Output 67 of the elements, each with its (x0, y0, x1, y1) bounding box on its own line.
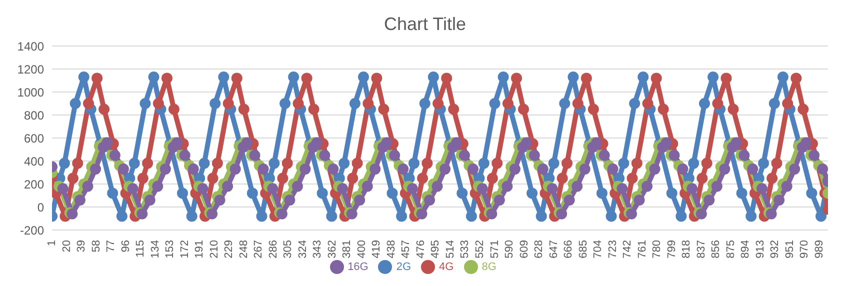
x-tick-label: 856 (710, 240, 722, 258)
legend-label: 2G (396, 260, 412, 273)
legend-label: 8G (482, 260, 496, 273)
x-tick-label: 647 (548, 240, 560, 258)
y-tick-label: 800 (24, 108, 44, 122)
legend-label: 16G (348, 260, 368, 273)
x-tick-label: 742 (622, 240, 634, 258)
x-tick-label: 267 (252, 240, 265, 258)
x-tick-label: 248 (238, 240, 250, 258)
x-tick-label: 913 (754, 240, 766, 258)
x-tick-label: 419 (370, 240, 383, 258)
x-tick-label: 191 (194, 240, 206, 258)
y-tick-label: 1400 (17, 39, 44, 54)
x-tick-label: 381 (341, 240, 354, 258)
y-tick-label: 600 (24, 131, 44, 146)
x-tick-label: 932 (769, 240, 782, 258)
y-tick-label: 400 (24, 154, 44, 168)
x-tick-label: 400 (356, 240, 368, 258)
x-tick-label: 134 (149, 240, 162, 258)
y-tick-label: 200 (24, 177, 44, 192)
x-tick-label: 894 (740, 240, 752, 258)
x-tick-label: 571 (488, 240, 501, 258)
x-tick-label: 666 (562, 240, 575, 258)
x-tick-label: 495 (430, 240, 442, 258)
x-tick-label: 77 (105, 240, 118, 252)
x-tick-label: 951 (784, 240, 796, 258)
x-tick-label: 324 (296, 240, 309, 258)
x-tick-label: 172 (178, 240, 191, 258)
x-tick-label: 229 (223, 240, 236, 258)
x-tick-label: 96 (120, 240, 132, 252)
y-tick-label: 0 (37, 200, 44, 214)
x-tick-label: 552 (474, 240, 486, 258)
x-tick-label: 837 (695, 240, 708, 258)
x-tick-label: 153 (164, 240, 176, 258)
x-tick-label: 362 (326, 240, 338, 258)
x-tick-label: 457 (400, 240, 412, 258)
x-tick-label: 970 (798, 240, 811, 258)
x-tick-label: 476 (414, 240, 427, 258)
x-tick-label: 58 (90, 240, 102, 252)
x-tick-label: 685 (577, 240, 590, 258)
x-tick-label: 818 (680, 240, 693, 258)
x-tick-label: 210 (208, 240, 220, 258)
x-tick-label: 533 (459, 240, 472, 258)
x-tick-label: 799 (666, 240, 678, 258)
x-tick-label: 39 (76, 240, 88, 252)
chart-title: Chart Title (382, 13, 468, 36)
x-tick-label: 875 (724, 240, 737, 258)
legend-label: 4G (439, 260, 454, 273)
x-tick-label: 115 (134, 240, 147, 258)
y-tick-label: 1200 (17, 62, 44, 76)
x-tick-label: 20 (60, 240, 73, 252)
y-tick-label: -200 (20, 223, 44, 238)
x-tick-label: 514 (444, 240, 456, 258)
x-tick-label: 286 (267, 240, 280, 258)
x-tick-label: 704 (592, 240, 604, 258)
y-tick-label: 1000 (17, 85, 44, 100)
x-tick-label: 723 (606, 240, 619, 258)
x-tick-label: 438 (385, 240, 398, 258)
x-tick-label: 1 (46, 240, 58, 246)
x-tick-label: 780 (651, 240, 664, 258)
x-tick-label: 609 (518, 240, 530, 258)
x-tick-label: 343 (312, 240, 324, 258)
x-tick-label: 628 (533, 240, 546, 258)
x-tick-label: 305 (282, 240, 294, 258)
x-tick-label: 761 (636, 240, 648, 258)
x-tick-label: 989 (813, 240, 826, 258)
x-tick-label: 590 (504, 240, 516, 258)
